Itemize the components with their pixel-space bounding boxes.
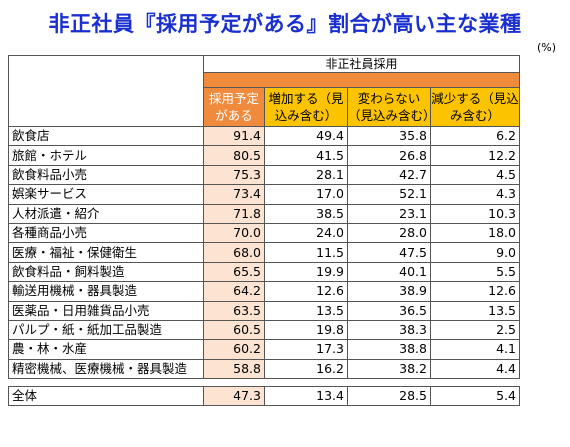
value-increase: 13.4 bbox=[264, 386, 348, 407]
value-increase: 19.9 bbox=[264, 261, 348, 283]
value-unchanged: 38.9 bbox=[347, 281, 431, 302]
value-decrease: 12.6 bbox=[430, 281, 520, 302]
table-row: 旅館・ホテル 80.5 41.5 26.8 12.2 bbox=[8, 145, 520, 166]
row-label: 人材派遣・紹介 bbox=[8, 203, 204, 224]
value-planned: 58.8 bbox=[203, 358, 265, 380]
column-header-decrease: 減少する（見込み含む） bbox=[430, 87, 520, 127]
value-unchanged: 23.1 bbox=[347, 203, 431, 224]
value-decrease: 12.2 bbox=[430, 145, 520, 166]
page-title: 非正社員『採用予定がある』割合が高い主な業種 bbox=[48, 12, 522, 36]
value-decrease: 4.3 bbox=[430, 184, 520, 205]
value-decrease: 5.5 bbox=[430, 261, 520, 283]
value-decrease: 18.0 bbox=[430, 222, 520, 244]
value-increase: 13.5 bbox=[264, 300, 348, 321]
table-row: 農・林・水産 60.2 17.3 38.8 4.1 bbox=[8, 339, 520, 360]
column-header-unchanged: 変わらない（見込み含む） bbox=[347, 87, 431, 127]
value-planned: 47.3 bbox=[203, 386, 265, 407]
value-planned: 65.5 bbox=[203, 261, 265, 283]
value-unchanged: 36.5 bbox=[347, 300, 431, 321]
value-planned: 80.5 bbox=[203, 145, 265, 166]
spacer-cell bbox=[8, 378, 520, 387]
value-unchanged: 47.5 bbox=[347, 242, 431, 263]
value-planned: 75.3 bbox=[203, 164, 265, 186]
value-increase: 17.0 bbox=[264, 184, 348, 205]
value-planned: 68.0 bbox=[203, 242, 265, 263]
value-decrease: 10.3 bbox=[430, 203, 520, 224]
row-label: 各種商品小売 bbox=[8, 222, 204, 244]
data-table: 非正社員採用 採用予定がある 増加する（見込み含む） 変わらない（見込み含む） … bbox=[8, 55, 520, 407]
row-label: 医薬品・日用雑貨品小売 bbox=[8, 300, 204, 321]
value-planned: 64.2 bbox=[203, 281, 265, 302]
table-row: 精密機械、医療機械・器具製造 58.8 16.2 38.2 4.4 bbox=[8, 358, 520, 380]
row-label: 娯楽サービス bbox=[8, 184, 204, 205]
value-decrease: 5.4 bbox=[430, 386, 520, 407]
value-planned: 60.5 bbox=[203, 319, 265, 341]
row-label: 医療・福祉・保健衛生 bbox=[8, 242, 204, 263]
value-unchanged: 42.7 bbox=[347, 164, 431, 186]
value-unchanged: 38.8 bbox=[347, 339, 431, 360]
value-decrease: 2.5 bbox=[430, 319, 520, 341]
value-increase: 11.5 bbox=[264, 242, 348, 263]
table-row: 輸送用機械・器具製造 64.2 12.6 38.9 12.6 bbox=[8, 281, 520, 302]
value-unchanged: 35.8 bbox=[347, 125, 431, 147]
row-label: 全体 bbox=[8, 386, 204, 407]
value-planned: 60.2 bbox=[203, 339, 265, 360]
row-label: 農・林・水産 bbox=[8, 339, 204, 360]
row-label: 飲食料品小売 bbox=[8, 164, 204, 186]
value-increase: 17.3 bbox=[264, 339, 348, 360]
column-header-increase: 増加する（見込み含む） bbox=[264, 87, 348, 127]
table-row: 飲食店 91.4 49.4 35.8 6.2 bbox=[8, 125, 520, 147]
spacer-row bbox=[8, 378, 520, 387]
orange-band bbox=[203, 72, 520, 88]
table-row: 医薬品・日用雑貨品小売 63.5 13.5 36.5 13.5 bbox=[8, 300, 520, 321]
value-unchanged: 38.2 bbox=[347, 358, 431, 380]
value-planned: 70.0 bbox=[203, 222, 265, 244]
value-unchanged: 26.8 bbox=[347, 145, 431, 166]
value-decrease: 9.0 bbox=[430, 242, 520, 263]
value-decrease: 4.5 bbox=[430, 164, 520, 186]
row-label: 旅館・ホテル bbox=[8, 145, 204, 166]
value-decrease: 4.1 bbox=[430, 339, 520, 360]
value-unchanged: 40.1 bbox=[347, 261, 431, 283]
value-planned: 63.5 bbox=[203, 300, 265, 321]
group-header: 非正社員採用 bbox=[203, 55, 520, 73]
row-label: 飲食料品・飼料製造 bbox=[8, 261, 204, 283]
row-label: 飲食店 bbox=[8, 125, 204, 147]
table-row: 飲食料品・飼料製造 65.5 19.9 40.1 5.5 bbox=[8, 261, 520, 283]
table-row: パルプ・紙・紙加工品製造 60.5 19.8 38.3 2.5 bbox=[8, 319, 520, 341]
value-unchanged: 38.3 bbox=[347, 319, 431, 341]
table-row: 娯楽サービス 73.4 17.0 52.1 4.3 bbox=[8, 184, 520, 205]
value-increase: 19.8 bbox=[264, 319, 348, 341]
table-row: 医療・福祉・保健衛生 68.0 11.5 47.5 9.0 bbox=[8, 242, 520, 263]
value-increase: 24.0 bbox=[264, 222, 348, 244]
value-planned: 91.4 bbox=[203, 125, 265, 147]
value-increase: 49.4 bbox=[264, 125, 348, 147]
value-planned: 71.8 bbox=[203, 203, 265, 224]
value-increase: 41.5 bbox=[264, 145, 348, 166]
value-unchanged: 28.0 bbox=[347, 222, 431, 244]
value-decrease: 4.4 bbox=[430, 358, 520, 380]
row-label: パルプ・紙・紙加工品製造 bbox=[8, 319, 204, 341]
row-label: 精密機械、医療機械・器具製造 bbox=[8, 358, 204, 380]
row-label-header bbox=[8, 55, 204, 127]
value-decrease: 13.5 bbox=[430, 300, 520, 321]
column-header-planned: 採用予定がある bbox=[203, 87, 265, 127]
value-increase: 16.2 bbox=[264, 358, 348, 380]
table-row: 飲食料品小売 75.3 28.1 42.7 4.5 bbox=[8, 164, 520, 186]
table-row: 人材派遣・紹介 71.8 38.5 23.1 10.3 bbox=[8, 203, 520, 224]
value-planned: 73.4 bbox=[203, 184, 265, 205]
value-unchanged: 28.5 bbox=[347, 386, 431, 407]
row-label: 輸送用機械・器具製造 bbox=[8, 281, 204, 302]
value-increase: 12.6 bbox=[264, 281, 348, 302]
value-increase: 38.5 bbox=[264, 203, 348, 224]
table-row-total: 全体 47.3 13.4 28.5 5.4 bbox=[8, 386, 520, 407]
table-row: 各種商品小売 70.0 24.0 28.0 18.0 bbox=[8, 222, 520, 244]
value-decrease: 6.2 bbox=[430, 125, 520, 147]
unit-label: (%) bbox=[536, 41, 556, 54]
value-increase: 28.1 bbox=[264, 164, 348, 186]
value-unchanged: 52.1 bbox=[347, 184, 431, 205]
